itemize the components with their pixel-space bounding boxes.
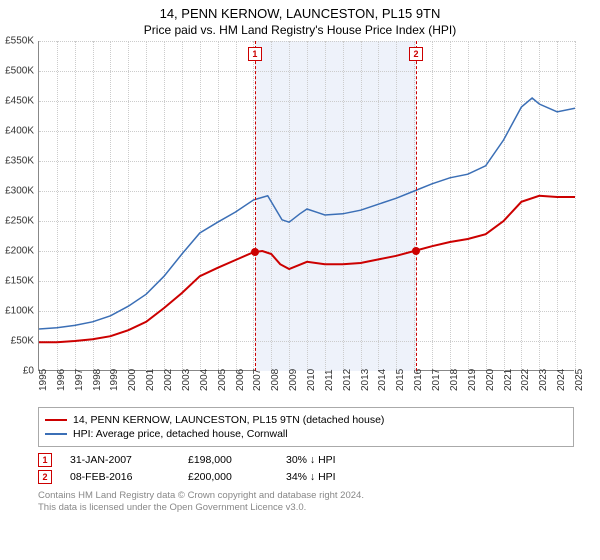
x-tick-label: 1997: [74, 361, 85, 391]
x-tick-label: 2018: [449, 361, 460, 391]
legend-swatch-property: [45, 419, 67, 421]
sale-price: £198,000: [188, 454, 268, 466]
sale-marker-icon: 1: [38, 453, 52, 467]
y-tick-label: £100K: [5, 306, 34, 317]
sale-marker-box: 1: [248, 47, 262, 61]
y-tick-label: £350K: [5, 156, 34, 167]
sale-row: 2 08-FEB-2016 £200,000 34% ↓ HPI: [38, 470, 574, 484]
y-tick-label: £50K: [11, 336, 34, 347]
x-axis: 1995199619971998199920002001200220032004…: [38, 373, 574, 401]
sale-pct-vs-hpi: 30% ↓ HPI: [286, 454, 386, 466]
sale-point-icon: [251, 248, 259, 256]
legend: 14, PENN KERNOW, LAUNCESTON, PL15 9TN (d…: [38, 407, 574, 447]
footnote: Contains HM Land Registry data © Crown c…: [38, 490, 574, 515]
y-tick-label: £400K: [5, 126, 34, 137]
y-tick-label: £250K: [5, 216, 34, 227]
legend-row: 14, PENN KERNOW, LAUNCESTON, PL15 9TN (d…: [45, 414, 567, 426]
y-tick-label: £150K: [5, 276, 34, 287]
sale-marker-box: 2: [409, 47, 423, 61]
x-tick-label: 2025: [574, 361, 585, 391]
sales-table: 1 31-JAN-2007 £198,000 30% ↓ HPI 2 08-FE…: [38, 453, 574, 484]
y-axis: £0£50K£100K£150K£200K£250K£300K£350K£400…: [0, 41, 36, 371]
sale-point-icon: [412, 247, 420, 255]
chart-title: 14, PENN KERNOW, LAUNCESTON, PL15 9TN: [0, 0, 600, 21]
y-tick-label: £0: [23, 366, 34, 377]
y-tick-label: £450K: [5, 96, 34, 107]
plot-area: 12: [38, 41, 574, 371]
x-tick-label: 2000: [127, 361, 138, 391]
x-tick-label: 2002: [163, 361, 174, 391]
legend-label: HPI: Average price, detached house, Corn…: [73, 428, 288, 440]
x-tick-label: 1995: [38, 361, 49, 391]
x-tick-label: 2005: [217, 361, 228, 391]
sale-row: 1 31-JAN-2007 £198,000 30% ↓ HPI: [38, 453, 574, 467]
sale-marker-icon: 2: [38, 470, 52, 484]
x-tick-label: 2024: [556, 361, 567, 391]
x-tick-label: 2003: [181, 361, 192, 391]
y-tick-label: £200K: [5, 246, 34, 257]
x-tick-label: 2023: [538, 361, 549, 391]
sale-pct-vs-hpi: 34% ↓ HPI: [286, 471, 386, 483]
chart-subtitle: Price paid vs. HM Land Registry's House …: [0, 21, 600, 41]
sale-date: 08-FEB-2016: [70, 471, 170, 483]
x-tick-label: 2021: [503, 361, 514, 391]
y-tick-label: £500K: [5, 66, 34, 77]
chart-container: 14, PENN KERNOW, LAUNCESTON, PL15 9TN Pr…: [0, 0, 600, 560]
x-tick-label: 2015: [395, 361, 406, 391]
line-plot-svg: [39, 41, 575, 371]
x-tick-label: 2010: [306, 361, 317, 391]
legend-swatch-hpi: [45, 433, 67, 435]
y-tick-label: £550K: [5, 36, 34, 47]
footnote-line: Contains HM Land Registry data © Crown c…: [38, 490, 574, 502]
x-tick-label: 2001: [145, 361, 156, 391]
x-tick-label: 1998: [92, 361, 103, 391]
x-tick-label: 2022: [520, 361, 531, 391]
legend-label: 14, PENN KERNOW, LAUNCESTON, PL15 9TN (d…: [73, 414, 384, 426]
x-tick-label: 2007: [252, 361, 263, 391]
sale-date: 31-JAN-2007: [70, 454, 170, 466]
sale-price: £200,000: [188, 471, 268, 483]
x-tick-label: 2008: [270, 361, 281, 391]
x-tick-label: 2017: [431, 361, 442, 391]
series-property: [39, 196, 575, 342]
x-tick-label: 2013: [360, 361, 371, 391]
x-tick-label: 1999: [109, 361, 120, 391]
x-gridline: [575, 41, 576, 371]
x-tick-label: 2009: [288, 361, 299, 391]
sale-vline: [255, 41, 256, 371]
x-tick-label: 2016: [413, 361, 424, 391]
footnote-line: This data is licensed under the Open Gov…: [38, 502, 574, 514]
x-tick-label: 2006: [235, 361, 246, 391]
x-tick-label: 1996: [56, 361, 67, 391]
chart-area: 12 £0£50K£100K£150K£200K£250K£300K£350K£…: [38, 41, 598, 401]
legend-row: HPI: Average price, detached house, Corn…: [45, 428, 567, 440]
sale-vline: [416, 41, 417, 371]
x-tick-label: 2014: [377, 361, 388, 391]
x-tick-label: 2004: [199, 361, 210, 391]
y-tick-label: £300K: [5, 186, 34, 197]
x-tick-label: 2020: [485, 361, 496, 391]
x-tick-label: 2012: [342, 361, 353, 391]
series-hpi: [39, 98, 575, 329]
x-tick-label: 2011: [324, 361, 335, 391]
x-tick-label: 2019: [467, 361, 478, 391]
